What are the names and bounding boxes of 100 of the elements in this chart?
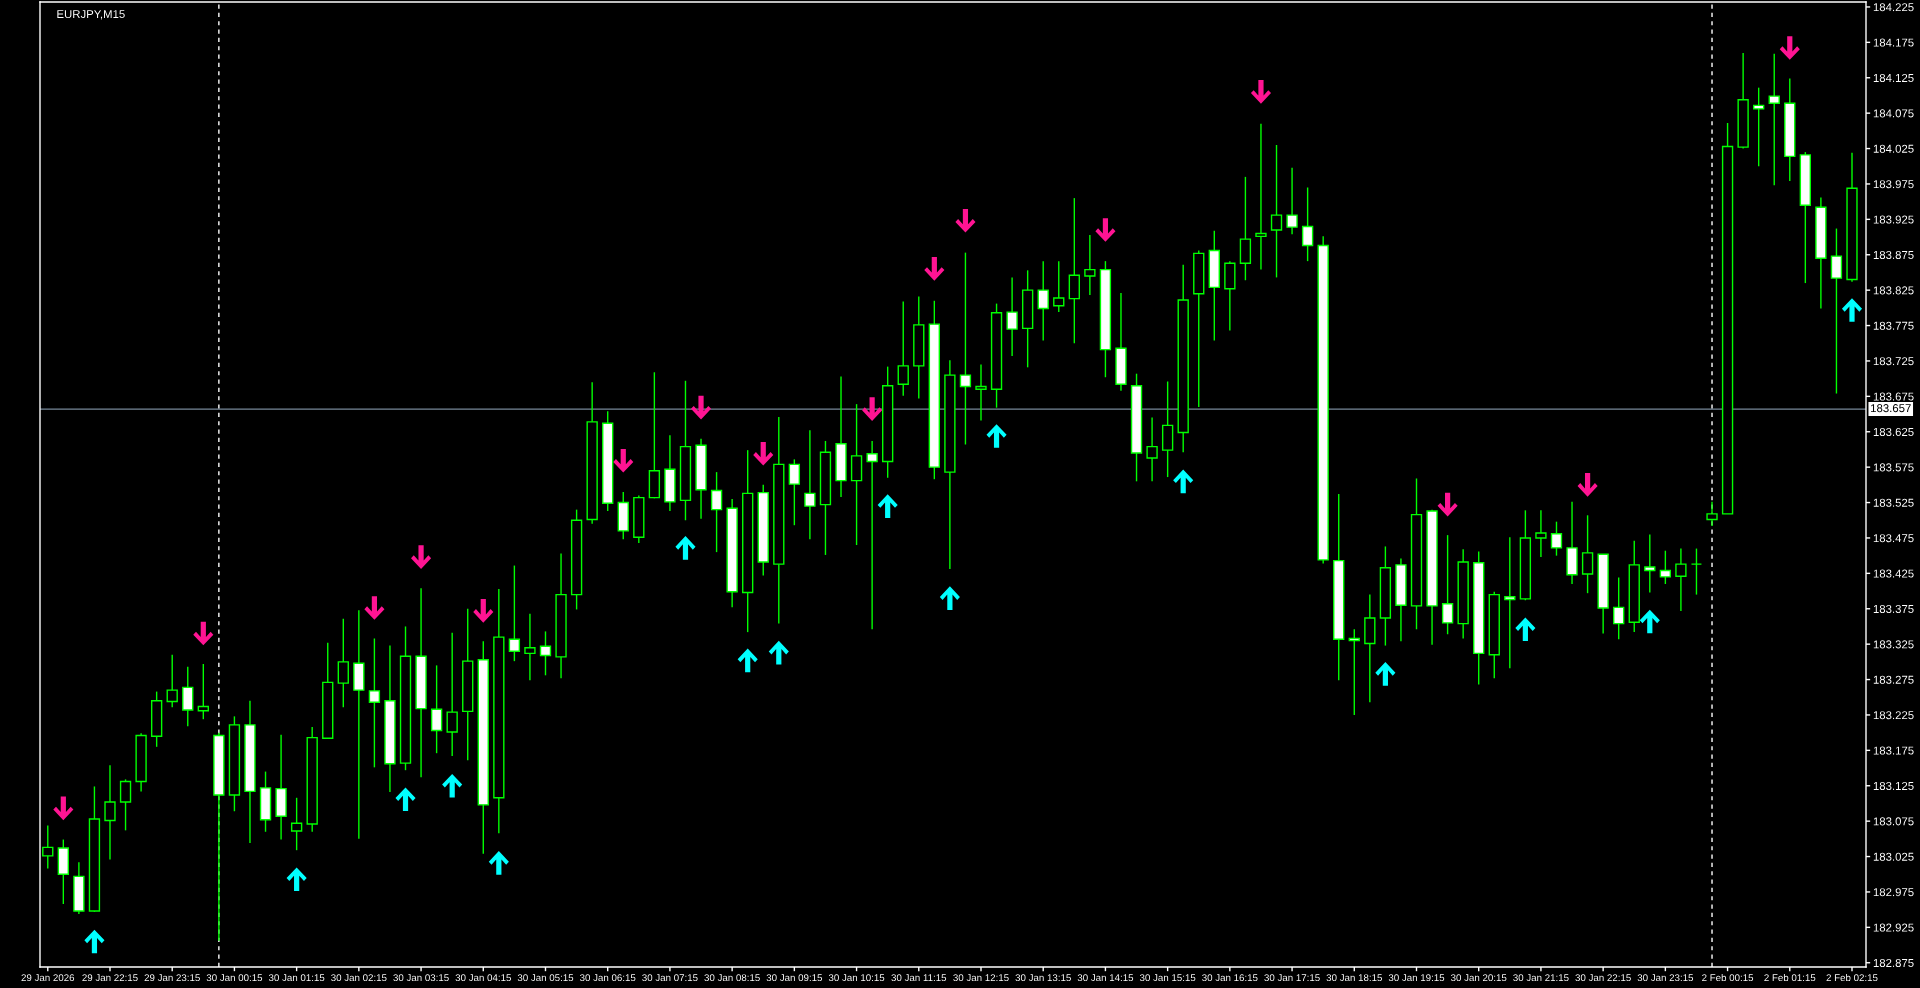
point bbox=[1095, 218, 1116, 242]
candlestick bbox=[182, 666, 194, 727]
x-tick-label: 30 Jan 15:15 bbox=[1139, 974, 1196, 982]
point bbox=[395, 787, 416, 812]
x-tick-label: 2 Feb 02:15 bbox=[1826, 973, 1878, 982]
candlestick bbox=[1441, 534, 1454, 635]
candlestick bbox=[166, 654, 178, 708]
y-tick-label: 183.325 bbox=[1873, 640, 1914, 649]
x-tick-label: 30 Jan 08:15 bbox=[704, 974, 760, 982]
x-tick-label: 30 Jan 07:15 bbox=[642, 974, 698, 982]
x-tick-label: 30 Jan 11:15 bbox=[891, 974, 947, 982]
point bbox=[1375, 662, 1396, 686]
y-tick-label: 183.525 bbox=[1873, 498, 1914, 507]
text: EURJPY,M15 bbox=[57, 10, 125, 20]
x-tick-label: 30 Jan 23:15 bbox=[1637, 974, 1694, 982]
candlestick bbox=[1581, 514, 1594, 594]
point bbox=[1437, 492, 1458, 517]
candlestick bbox=[866, 440, 878, 630]
candlestick bbox=[788, 458, 801, 526]
y-tick-label: 183.875 bbox=[1873, 250, 1914, 259]
y-tick-label: 183.975 bbox=[1873, 180, 1914, 189]
candlestick bbox=[1146, 416, 1158, 483]
candlestick bbox=[1644, 533, 1656, 594]
point bbox=[877, 494, 898, 518]
candlestick bbox=[1675, 547, 1687, 612]
x-tick-label: 2 Feb 01:15 bbox=[1764, 973, 1816, 982]
point bbox=[1515, 617, 1536, 642]
point bbox=[690, 395, 712, 420]
point bbox=[986, 424, 1007, 448]
x-tick-label: 30 Jan 20:15 bbox=[1450, 974, 1507, 982]
candlestick bbox=[524, 613, 536, 681]
candlestick bbox=[975, 363, 987, 422]
x-tick-label: 30 Jan 22:15 bbox=[1575, 974, 1631, 982]
candlestick bbox=[1037, 260, 1049, 342]
point bbox=[1577, 473, 1598, 497]
candlestick bbox=[1613, 576, 1625, 640]
candlestick bbox=[508, 564, 521, 662]
candlestick bbox=[104, 764, 116, 861]
y-tick-label: 183.475 bbox=[1873, 534, 1914, 543]
x-tick-label: 30 Jan 09:15 bbox=[766, 974, 823, 982]
x-tick-label: 30 Jan 05:15 bbox=[517, 974, 574, 982]
point bbox=[924, 257, 945, 281]
point bbox=[862, 397, 883, 421]
y-tick-label: 184.225 bbox=[1873, 3, 1914, 12]
candlestick bbox=[1830, 227, 1843, 395]
y-tick-label: 183.575 bbox=[1873, 463, 1914, 472]
point bbox=[286, 867, 307, 892]
candlestick bbox=[710, 471, 723, 553]
point bbox=[488, 851, 509, 875]
y-tick-label: 182.975 bbox=[1873, 888, 1914, 897]
candlestick bbox=[446, 632, 458, 757]
y-tick-label: 183.825 bbox=[1873, 286, 1914, 295]
candlestick bbox=[1535, 509, 1547, 558]
candlestick bbox=[368, 637, 381, 769]
y-tick-label: 183.625 bbox=[1873, 427, 1914, 436]
candlestick bbox=[1504, 536, 1516, 669]
y-tick-label: 184.025 bbox=[1873, 144, 1914, 153]
candlestick bbox=[1659, 550, 1672, 585]
candlestick bbox=[1255, 123, 1267, 271]
point bbox=[737, 648, 758, 673]
ref-line-label: 183.657 bbox=[1871, 404, 1911, 413]
candlestick bbox=[1286, 166, 1298, 235]
candlestick bbox=[337, 617, 349, 708]
point bbox=[1779, 36, 1800, 60]
point bbox=[1173, 469, 1194, 494]
candlestick bbox=[1753, 86, 1765, 167]
point bbox=[1250, 80, 1272, 104]
y-tick-label: 183.175 bbox=[1873, 746, 1914, 755]
x-tick-label: 30 Jan 03:15 bbox=[393, 974, 449, 982]
x-tick-label: 30 Jan 04:15 bbox=[455, 974, 511, 982]
point bbox=[193, 621, 214, 646]
candlestick bbox=[1706, 501, 1718, 527]
y-tick-label: 182.875 bbox=[1873, 958, 1914, 967]
x-tick-label: 29 Jan 22:15 bbox=[82, 974, 138, 982]
y-tick-label: 183.075 bbox=[1873, 817, 1914, 826]
candlestick bbox=[430, 664, 443, 754]
y-tick-label: 183.675 bbox=[1873, 392, 1914, 401]
y-tick-label: 183.725 bbox=[1873, 357, 1914, 366]
point bbox=[613, 448, 634, 473]
point bbox=[442, 773, 463, 798]
candlestick bbox=[1550, 520, 1563, 557]
y-tick-label: 182.925 bbox=[1873, 923, 1914, 932]
point bbox=[1841, 298, 1863, 322]
x-tick-label: 30 Jan 01:15 bbox=[268, 974, 325, 982]
candlestick bbox=[1068, 197, 1080, 344]
y-tick-label: 184.075 bbox=[1873, 109, 1914, 118]
candlestick bbox=[1768, 52, 1780, 187]
point bbox=[939, 586, 960, 610]
y-tick-label: 184.125 bbox=[1873, 73, 1914, 82]
candlestick bbox=[1690, 547, 1703, 596]
candlestick bbox=[1270, 144, 1283, 279]
x-tick-label: 30 Jan 10:15 bbox=[828, 974, 885, 982]
x-tick-label: 30 Jan 06:15 bbox=[579, 974, 636, 982]
point bbox=[364, 596, 385, 620]
x-tick-label: 30 Jan 14:15 bbox=[1077, 974, 1134, 982]
y-tick-label: 183.775 bbox=[1873, 321, 1914, 330]
y-tick-label: 183.025 bbox=[1873, 852, 1914, 861]
x-tick-label: 30 Jan 17:15 bbox=[1264, 974, 1320, 982]
candlestick bbox=[1053, 260, 1065, 313]
candlestick bbox=[959, 251, 972, 446]
